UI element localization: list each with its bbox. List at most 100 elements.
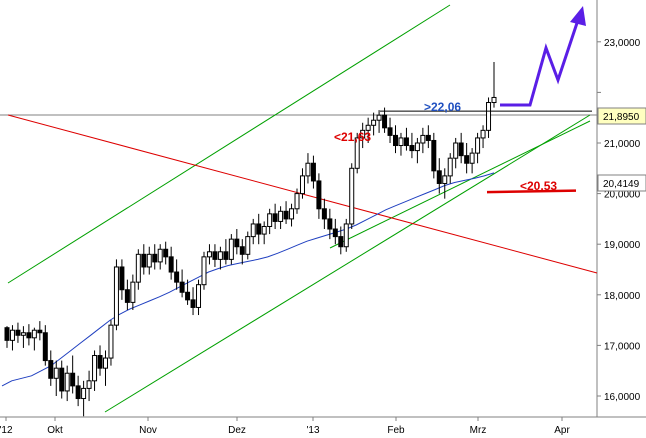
last-price-label: 21,8950 bbox=[603, 112, 640, 123]
forecast-arrow-head bbox=[570, 6, 586, 26]
candle-body bbox=[81, 387, 87, 400]
candle-body bbox=[179, 281, 185, 293]
candle-body bbox=[305, 162, 311, 177]
candle-body bbox=[436, 170, 442, 184]
candle-body bbox=[234, 238, 240, 248]
candle-body bbox=[42, 332, 48, 362]
candle-body bbox=[491, 96, 497, 104]
candle-body bbox=[420, 134, 426, 144]
support-line bbox=[486, 189, 577, 194]
candle-body bbox=[414, 142, 420, 152]
candle-body bbox=[152, 253, 158, 263]
candle-body bbox=[37, 329, 43, 334]
candle-body bbox=[343, 223, 349, 248]
candle-body bbox=[442, 175, 448, 184]
trend-channel bbox=[7, 4, 591, 413]
candle-body bbox=[332, 228, 338, 238]
candle-body bbox=[31, 329, 37, 339]
candle-body bbox=[349, 167, 355, 225]
resistance-annotation: <21,63 bbox=[334, 130, 371, 144]
candle-body bbox=[217, 251, 223, 260]
annotation-lines bbox=[380, 110, 592, 194]
candle-body bbox=[124, 289, 130, 303]
x-tick-label: Apr bbox=[554, 425, 570, 436]
candle-body bbox=[447, 157, 453, 177]
ma-value-label: 20,4149 bbox=[603, 179, 640, 190]
y-tick-label: 23,0000 bbox=[604, 38, 641, 49]
candle-body bbox=[431, 139, 437, 172]
candle-body bbox=[113, 266, 119, 326]
x-tick-label: Okt bbox=[47, 425, 63, 436]
candle-body bbox=[469, 152, 475, 164]
candle-body bbox=[135, 253, 141, 283]
candle-body bbox=[157, 248, 163, 263]
candle-body bbox=[365, 124, 371, 131]
y-tick-label: 18,0000 bbox=[604, 291, 641, 302]
candle-body bbox=[256, 223, 262, 235]
candle-body bbox=[119, 266, 125, 291]
candle-body bbox=[190, 299, 196, 308]
x-axis-ticks: '12 Okt Nov Dez '13 Feb Mrz Apr bbox=[0, 417, 570, 436]
ma-value-box: 20,4149 bbox=[597, 174, 646, 192]
y-tick-label: 17,0000 bbox=[604, 341, 641, 352]
candle-body bbox=[250, 223, 256, 238]
candle-body bbox=[64, 372, 70, 392]
candle-body bbox=[382, 114, 388, 129]
x-tick-label: Feb bbox=[387, 425, 405, 436]
channel-upper-line bbox=[7, 4, 451, 284]
candle-body bbox=[48, 360, 54, 379]
candle-body bbox=[327, 218, 333, 230]
candle-body bbox=[464, 155, 470, 164]
forecast-arrow bbox=[500, 6, 586, 107]
candle-body bbox=[26, 332, 32, 339]
candle-body bbox=[75, 385, 81, 400]
candle-body bbox=[212, 251, 218, 260]
channel-lower-line bbox=[104, 114, 591, 413]
candle-body bbox=[453, 142, 459, 159]
candle-body bbox=[338, 236, 344, 248]
candle-body bbox=[70, 372, 76, 387]
candle-body bbox=[92, 355, 98, 382]
x-tick-label: '13 bbox=[306, 425, 319, 436]
candle-body bbox=[163, 248, 169, 258]
last-price-box: 21,8950 bbox=[597, 107, 646, 125]
x-tick-label: '12 bbox=[0, 425, 13, 436]
candle-body bbox=[272, 213, 278, 222]
y-tick-label: 20,0000 bbox=[604, 190, 641, 201]
candle-body bbox=[206, 251, 212, 258]
candle-body bbox=[371, 119, 377, 126]
candle-body bbox=[4, 327, 10, 341]
candle-body bbox=[86, 380, 92, 389]
candle-body bbox=[146, 253, 152, 268]
candle-body bbox=[15, 329, 21, 336]
last-price-box-bg bbox=[597, 107, 646, 125]
candle-body bbox=[458, 142, 464, 157]
y-tick-label: 19,0000 bbox=[604, 240, 641, 251]
candle-body bbox=[228, 238, 234, 260]
candle-body bbox=[53, 367, 59, 379]
candle-body bbox=[108, 324, 114, 359]
candle-body bbox=[9, 329, 15, 341]
y-tick-label: 21,0000 bbox=[604, 139, 641, 150]
y-axis-ticks: 16,0000 17,0000 18,0000 19,0000 20,0000 21,00… bbox=[597, 38, 641, 403]
candle-body bbox=[223, 251, 229, 260]
x-tick-label: Mrz bbox=[470, 425, 487, 436]
moving-average-line bbox=[1, 172, 495, 387]
ma-value-box-bg bbox=[597, 174, 646, 192]
candle-body bbox=[376, 114, 382, 121]
support-annotation: <20,53 bbox=[520, 179, 557, 193]
candle-body bbox=[299, 175, 305, 195]
candle-body bbox=[59, 367, 65, 392]
moving-average bbox=[1, 172, 495, 387]
candle-body bbox=[409, 145, 415, 152]
candle-body bbox=[294, 193, 300, 210]
candle-body bbox=[486, 102, 492, 131]
candle-body bbox=[398, 137, 404, 147]
candle-body bbox=[354, 137, 360, 169]
target-annotation: >22,06 bbox=[424, 100, 461, 114]
candle-body bbox=[387, 127, 393, 136]
candle-body bbox=[168, 256, 174, 273]
candle-body bbox=[425, 134, 431, 141]
candle-body bbox=[310, 162, 316, 182]
